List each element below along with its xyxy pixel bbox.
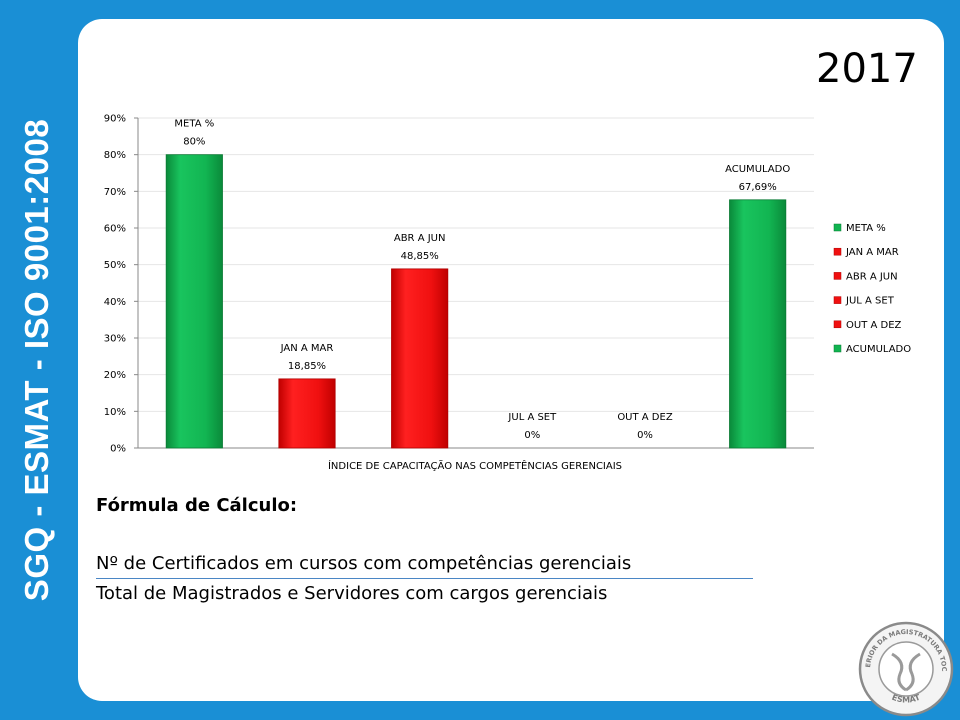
- bar: [278, 378, 336, 449]
- legend-swatch: [833, 272, 842, 280]
- chart-bars: [165, 154, 787, 449]
- y-tick-label: 0%: [110, 444, 126, 455]
- bar-value-label: 0%: [524, 430, 540, 441]
- bar: [391, 268, 449, 449]
- legend-label: JAN A MAR: [845, 247, 899, 258]
- legend-label: OUT A DEZ: [846, 320, 902, 331]
- year-title: 2017: [816, 46, 918, 92]
- chart-legend: META % JAN A MAR ABR A JUN JUL A SET OUT A D…: [833, 223, 911, 355]
- x-axis-label: ÍNDICE DE CAPACITAÇÃO NAS COMPETÊNCIAS G…: [328, 459, 622, 472]
- bar: [165, 154, 223, 449]
- legend-label: ACUMULADO: [846, 344, 911, 355]
- y-tick-label: 80%: [104, 150, 126, 161]
- seal-bottom-text: ESMAT: [891, 693, 922, 705]
- legend-label: ABR A JUN: [846, 271, 898, 282]
- bar-data-labels: META % 80% JAN A MAR 18,85% ABR A JUN 48,85% J…: [174, 119, 790, 441]
- bar-value-label: 0%: [637, 430, 653, 441]
- y-tick-label: 60%: [104, 224, 126, 235]
- legend-swatch: [833, 320, 842, 329]
- y-axis-ticks: 0% 10% 20% 30% 40% 50% 60% 70% 80% 90%: [104, 114, 138, 455]
- bar-value-label: 18,85%: [288, 361, 326, 372]
- formula-fraction-line: [96, 578, 753, 579]
- y-tick-label: 90%: [104, 114, 126, 125]
- y-tick-label: 40%: [104, 297, 126, 308]
- legend-swatch: [833, 223, 842, 232]
- bar-chart: 0% 10% 20% 30% 40% 50% 60% 70% 80% 90% META % 80% J…: [104, 114, 911, 473]
- formula-numerator: Nº de Certificados em cursos com competê…: [96, 553, 632, 574]
- y-tick-label: 30%: [104, 334, 126, 345]
- legend-label: JUL A SET: [845, 296, 895, 307]
- y-tick-label: 20%: [104, 370, 126, 381]
- legend-label: META %: [846, 223, 886, 234]
- bar-category-label: ABR A JUN: [394, 233, 446, 244]
- bar-value-label: 48,85%: [401, 251, 439, 262]
- legend-swatch: [833, 247, 842, 256]
- bar-category-label: ACUMULADO: [725, 164, 790, 175]
- side-title-text: SGQ - ESMAT - ISO 9001:2008: [18, 118, 56, 602]
- legend-swatch: [833, 344, 842, 353]
- esmat-seal-logo: ESCOLA SUPERIOR DA MAGISTRATURA TOCANTIN…: [852, 618, 954, 717]
- chart-gridlines: [138, 117, 814, 412]
- bar-category-label: JUL A SET: [507, 412, 557, 423]
- chart-axes: [137, 118, 814, 449]
- side-title: SGQ - ESMAT - ISO 9001:2008: [2, 95, 72, 625]
- bar-value-label: 67,69%: [739, 182, 777, 193]
- bar: [729, 199, 787, 449]
- y-tick-label: 10%: [104, 407, 126, 418]
- formula-title: Fórmula de Cálculo:: [96, 495, 298, 516]
- legend-swatch: [833, 296, 842, 304]
- y-tick-label: 50%: [104, 260, 126, 271]
- bar-category-label: JAN A MAR: [280, 343, 334, 354]
- formula-denominator: Total de Magistrados e Servidores com ca…: [96, 583, 608, 604]
- bar-category-label: OUT A DEZ: [617, 412, 673, 423]
- bar-category-label: META %: [174, 119, 214, 130]
- y-tick-label: 70%: [104, 187, 126, 198]
- bar-value-label: 80%: [183, 137, 205, 148]
- svg-text:ESMAT: ESMAT: [891, 693, 922, 705]
